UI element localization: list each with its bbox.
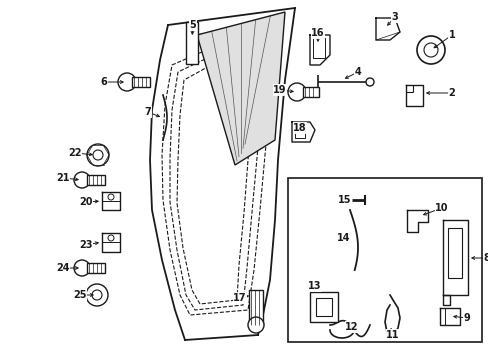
Text: 8: 8 [483,253,488,263]
Text: 19: 19 [273,85,286,95]
Text: 17: 17 [233,293,246,303]
Text: 4: 4 [354,67,361,77]
Polygon shape [197,12,285,165]
Text: 15: 15 [338,195,351,205]
Text: 6: 6 [101,77,107,87]
Text: 13: 13 [307,281,321,291]
Text: 21: 21 [56,173,70,183]
Bar [87,263,105,273]
Circle shape [74,260,90,276]
Circle shape [93,150,103,160]
Text: 23: 23 [79,240,93,250]
Text: 5: 5 [189,20,196,30]
Circle shape [365,78,373,86]
Bar [312,38,325,58]
Text: 20: 20 [79,197,93,207]
Bar [185,22,198,64]
Bar [309,292,337,322]
Circle shape [92,290,102,300]
Text: 14: 14 [337,233,350,243]
Bar [447,228,461,278]
Text: 2: 2 [447,88,454,98]
Bar [315,298,331,316]
Circle shape [118,73,136,91]
Circle shape [86,284,108,306]
Circle shape [87,144,109,166]
Bar [87,175,105,185]
Text: 24: 24 [56,263,70,273]
Circle shape [423,43,437,57]
Text: 11: 11 [386,330,399,340]
Bar [294,126,305,138]
Circle shape [416,36,444,64]
Text: 16: 16 [311,28,324,38]
Text: 3: 3 [391,12,398,22]
Text: 22: 22 [68,148,81,158]
Bar [248,290,263,325]
Text: 12: 12 [345,322,358,332]
Circle shape [247,317,264,333]
Text: 18: 18 [293,123,306,133]
Text: 7: 7 [144,107,151,117]
Circle shape [74,172,90,188]
Bar [287,178,481,342]
Text: 9: 9 [463,313,469,323]
Circle shape [108,235,114,241]
Circle shape [287,83,305,101]
Text: 10: 10 [434,203,448,213]
Text: 25: 25 [73,290,86,300]
Circle shape [108,194,114,200]
Text: 1: 1 [447,30,454,40]
Bar [303,87,318,97]
Bar [132,77,150,87]
